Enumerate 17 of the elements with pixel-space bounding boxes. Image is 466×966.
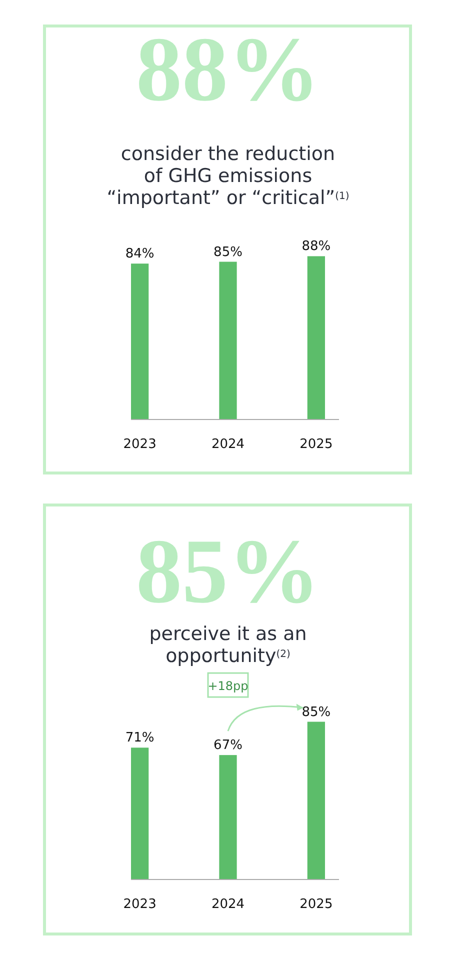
x-tick-label: 2025 [300, 437, 333, 452]
data-label: 85% [302, 704, 331, 720]
chart-subtitle: consider the reduction of GHG emissions “important” or “critical”$^{(1)}$ [106, 143, 350, 209]
x-tick-label: 2025 [300, 897, 333, 912]
data-label: 85% [214, 244, 242, 260]
data-label: 67% [214, 738, 242, 754]
data-label: 71% [125, 730, 154, 746]
chart-title: 85% [136, 520, 320, 622]
data-label: 84% [125, 246, 154, 262]
x-tick-label: 2024 [211, 437, 245, 452]
chart-title: 88% [136, 18, 320, 120]
x-tick-label: 2023 [123, 897, 156, 912]
text: +18pp [208, 679, 248, 694]
x-tick-label: 2024 [211, 897, 245, 912]
x-tick-label: 2023 [123, 437, 156, 452]
data-label: 88% [302, 239, 331, 254]
chart-subtitle: perceive it as an opportunity$^{(2)}$ [149, 623, 307, 667]
